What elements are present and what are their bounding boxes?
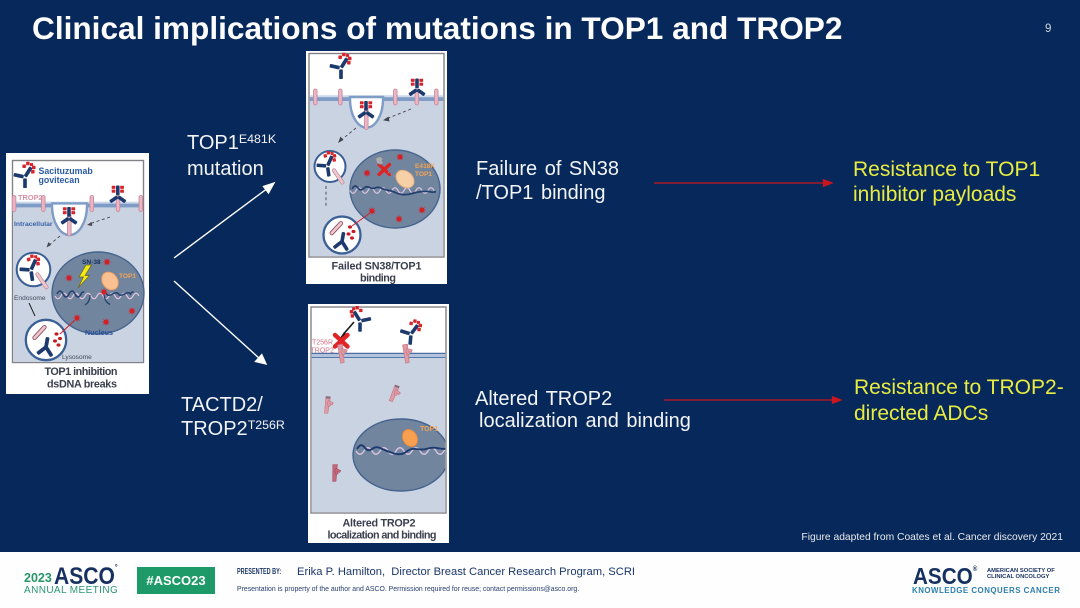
- svg-text:TROP2: TROP2: [311, 348, 334, 355]
- svg-text:Failed SN38/TOP1: Failed SN38/TOP1: [332, 261, 422, 273]
- svg-text:Endosome: Endosome: [14, 295, 46, 302]
- svg-text:dsDNA breaks: dsDNA breaks: [47, 379, 117, 391]
- svg-text:localization and binding: localization and binding: [328, 530, 437, 542]
- svg-text:E418K: E418K: [415, 163, 435, 170]
- svg-text:TROP2: TROP2: [18, 193, 43, 202]
- svg-text:T256R: T256R: [312, 340, 333, 347]
- svg-text:govitecan: govitecan: [39, 175, 80, 185]
- svg-text:Intracellular: Intracellular: [14, 221, 53, 228]
- svg-text:binding: binding: [360, 273, 396, 285]
- svg-text:TOP1: TOP1: [420, 426, 438, 433]
- svg-text:Sacituzumab: Sacituzumab: [39, 166, 94, 176]
- svg-text:TOP1: TOP1: [119, 273, 136, 280]
- svg-text:Lysosome: Lysosome: [62, 354, 92, 361]
- svg-text:TOP1 inhibition: TOP1 inhibition: [45, 366, 118, 378]
- svg-text:SN-38: SN-38: [82, 259, 101, 266]
- svg-text:Altered TROP2: Altered TROP2: [343, 518, 416, 530]
- svg-text:TOP1: TOP1: [415, 171, 432, 178]
- svg-text:Nucleus: Nucleus: [85, 328, 113, 337]
